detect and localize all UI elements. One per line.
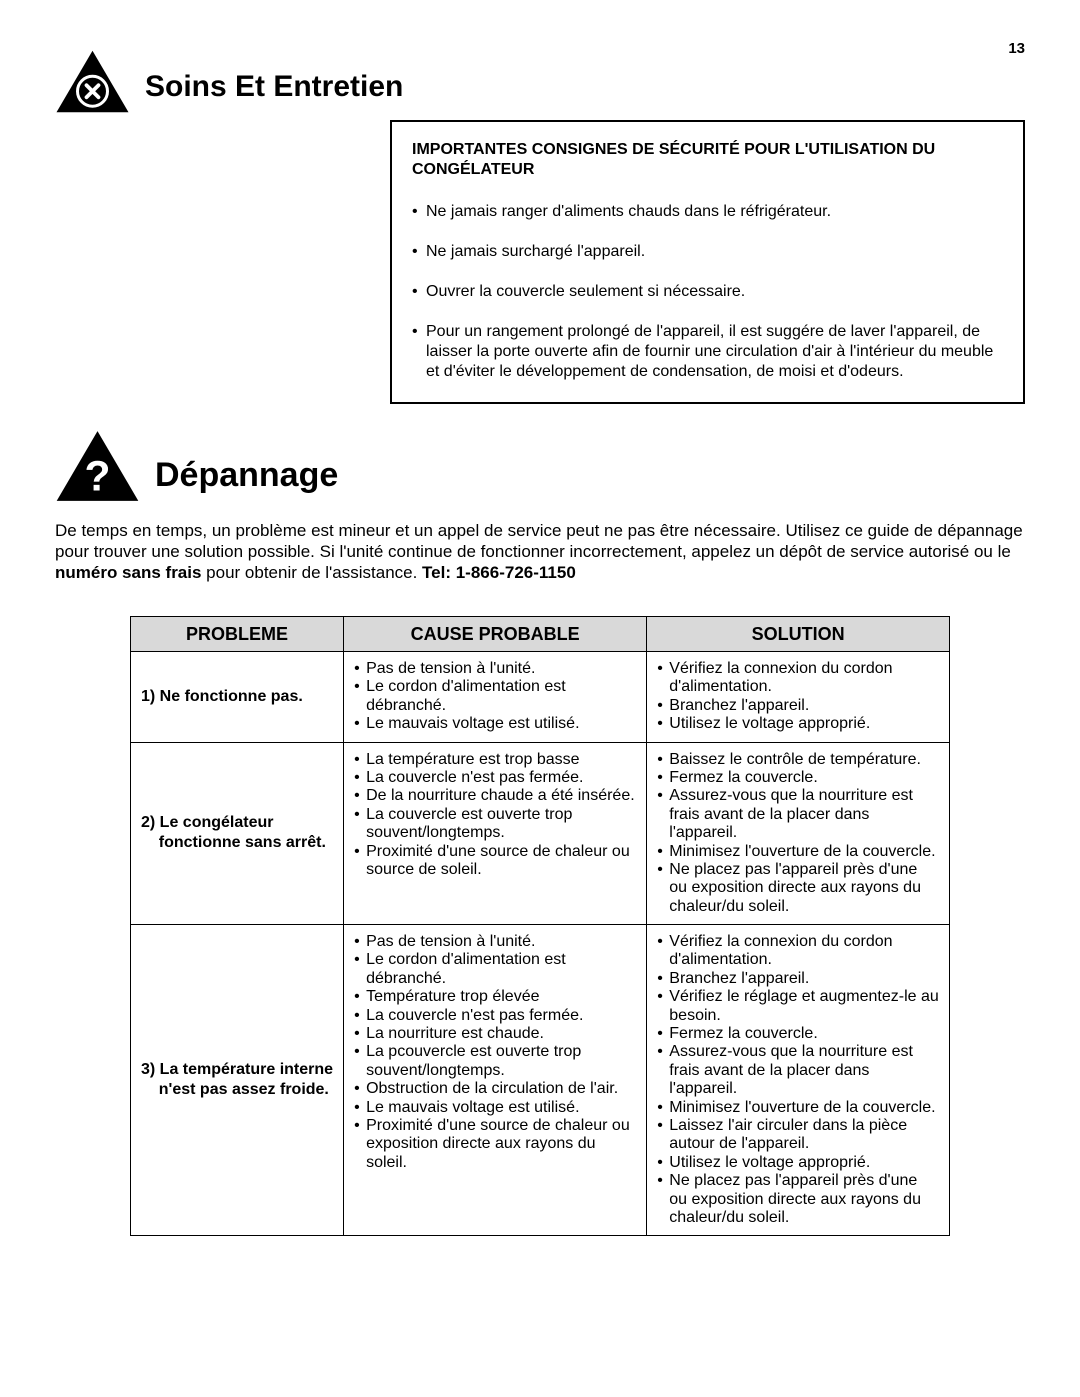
solution-item: Assurez-vous que la nourriture est frais… bbox=[657, 1043, 939, 1098]
solution-item: Assurez-vous que la nourriture est frais… bbox=[657, 787, 939, 842]
safety-box-wrapper: IMPORTANTES CONSIGNES DE SÉCURITÉ POUR L… bbox=[55, 120, 1025, 404]
intro-text-b: pour obtenir de l'assistance. bbox=[201, 563, 422, 582]
solution-item: Minimisez l'ouverture de la couvercle. bbox=[657, 1099, 939, 1117]
col-probleme: PROBLEME bbox=[131, 616, 344, 652]
cause-item: Pas de tension à l'unité. bbox=[354, 933, 636, 951]
cause-cell: La température est trop basseLa couvercl… bbox=[344, 742, 647, 925]
col-solution: SOLUTION bbox=[647, 616, 950, 652]
cause-cell: Pas de tension à l'unité.Le cordon d'ali… bbox=[344, 652, 647, 743]
solution-item: Utilisez le voltage approprié. bbox=[657, 715, 939, 733]
solution-item: Vérifiez le réglage et augmentez-le au b… bbox=[657, 988, 939, 1025]
cause-item: La couvercle n'est pas fermée. bbox=[354, 769, 636, 787]
cause-cell: Pas de tension à l'unité.Le cordon d'ali… bbox=[344, 925, 647, 1236]
cause-item: Obstruction de la circulation de l'air. bbox=[354, 1080, 636, 1098]
solution-item: Ne placez pas l'appareil près d'une ou e… bbox=[657, 861, 939, 916]
cause-item: La couvercle est ouverte trop souvent/lo… bbox=[354, 806, 636, 843]
safety-heading: IMPORTANTES CONSIGNES DE SÉCURITÉ POUR L… bbox=[412, 140, 1003, 180]
cause-item: La température est trop basse bbox=[354, 751, 636, 769]
section-title-depannage: Dépannage bbox=[155, 454, 338, 497]
troubleshoot-table: PROBLEME CAUSE PROBABLE SOLUTION 1) Ne f… bbox=[130, 616, 950, 1237]
cause-item: Le mauvais voltage est utilisé. bbox=[354, 715, 636, 733]
solution-cell: Baissez le contrôle de température.Ferme… bbox=[647, 742, 950, 925]
intro-bold-1: numéro sans frais bbox=[55, 563, 201, 582]
safety-item: Ouvrer la couvercle seulement si nécessa… bbox=[412, 282, 1003, 302]
safety-box: IMPORTANTES CONSIGNES DE SÉCURITÉ POUR L… bbox=[390, 120, 1025, 404]
safety-item: Pour un rangement prolongé de l'appareil… bbox=[412, 322, 1003, 382]
solution-item: Laissez l'air circuler dans la pièce aut… bbox=[657, 1117, 939, 1154]
warning-tools-icon bbox=[55, 49, 130, 114]
solution-item: Utilisez le voltage approprié. bbox=[657, 1154, 939, 1172]
table-row: 3) La température interne n'est pas asse… bbox=[131, 925, 950, 1236]
solution-item: Vérifiez la connexion du cordon d'alimen… bbox=[657, 660, 939, 697]
cause-item: De la nourriture chaude a été insérée. bbox=[354, 787, 636, 805]
solution-item: Vérifiez la connexion du cordon d'alimen… bbox=[657, 933, 939, 970]
intro-bold-2: Tel: 1-866-726-1150 bbox=[422, 563, 576, 582]
safety-item: Ne jamais surchargé l'appareil. bbox=[412, 242, 1003, 262]
solution-item: Branchez l'appareil. bbox=[657, 697, 939, 715]
problem-cell: 3) La température interne n'est pas asse… bbox=[131, 925, 344, 1236]
intro-text-a: De temps en temps, un problème est mineu… bbox=[55, 521, 1023, 561]
warning-question-icon: ? bbox=[55, 429, 140, 503]
table-header-row: PROBLEME CAUSE PROBABLE SOLUTION bbox=[131, 616, 950, 652]
table-row: 2) Le congélateur fonctionne sans arrêt.… bbox=[131, 742, 950, 925]
solution-cell: Vérifiez la connexion du cordon d'alimen… bbox=[647, 652, 950, 743]
cause-item: Pas de tension à l'unité. bbox=[354, 660, 636, 678]
cause-item: Proximité d'une source de chaleur ou sou… bbox=[354, 843, 636, 880]
problem-cell: 2) Le congélateur fonctionne sans arrêt. bbox=[131, 742, 344, 925]
cause-item: La couvercle n'est pas fermée. bbox=[354, 1007, 636, 1025]
table-row: 1) Ne fonctionne pas.Pas de tension à l'… bbox=[131, 652, 950, 743]
svg-text:?: ? bbox=[85, 453, 111, 500]
cause-item: Le cordon d'alimentation est débranché. bbox=[354, 951, 636, 988]
intro-paragraph: De temps en temps, un problème est mineu… bbox=[55, 520, 1025, 584]
solution-item: Fermez la couvercle. bbox=[657, 769, 939, 787]
section-title-soins: Soins Et Entretien bbox=[145, 68, 403, 106]
cause-item: Proximité d'une source de chaleur ou exp… bbox=[354, 1117, 636, 1172]
cause-item: La nourriture est chaude. bbox=[354, 1025, 636, 1043]
safety-list: Ne jamais ranger d'aliments chauds dans … bbox=[412, 202, 1003, 382]
solution-cell: Vérifiez la connexion du cordon d'alimen… bbox=[647, 925, 950, 1236]
solution-item: Branchez l'appareil. bbox=[657, 970, 939, 988]
solution-item: Ne placez pas l'appareil près d'une ou e… bbox=[657, 1172, 939, 1227]
cause-item: La pcouvercle est ouverte trop souvent/l… bbox=[354, 1043, 636, 1080]
col-cause: CAUSE PROBABLE bbox=[344, 616, 647, 652]
cause-item: Le mauvais voltage est utilisé. bbox=[354, 1099, 636, 1117]
soins-header: Soins Et Entretien bbox=[55, 49, 1025, 114]
cause-item: Température trop élevée bbox=[354, 988, 636, 1006]
problem-cell: 1) Ne fonctionne pas. bbox=[131, 652, 344, 743]
depannage-header: ? Dépannage bbox=[55, 429, 1025, 503]
cause-item: Le cordon d'alimentation est débranché. bbox=[354, 678, 636, 715]
solution-item: Baissez le contrôle de température. bbox=[657, 751, 939, 769]
solution-item: Minimisez l'ouverture de la couvercle. bbox=[657, 843, 939, 861]
safety-item: Ne jamais ranger d'aliments chauds dans … bbox=[412, 202, 1003, 222]
solution-item: Fermez la couvercle. bbox=[657, 1025, 939, 1043]
